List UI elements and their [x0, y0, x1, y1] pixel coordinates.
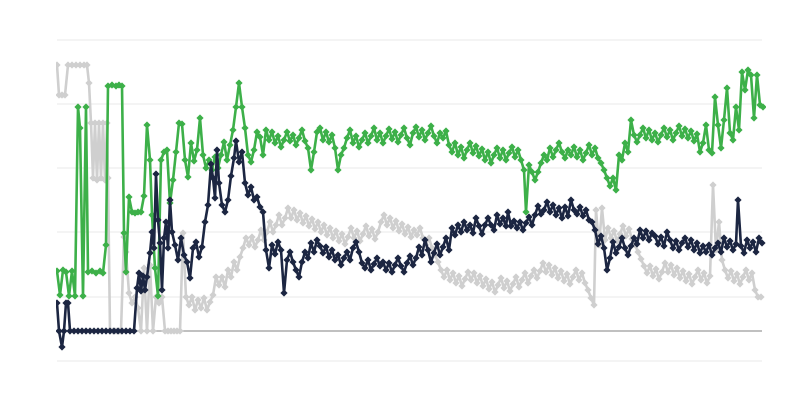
navy-series-markers: [56, 137, 766, 351]
green-series: [56, 66, 766, 300]
gray-series: [56, 61, 765, 335]
navy-series: [56, 137, 766, 351]
